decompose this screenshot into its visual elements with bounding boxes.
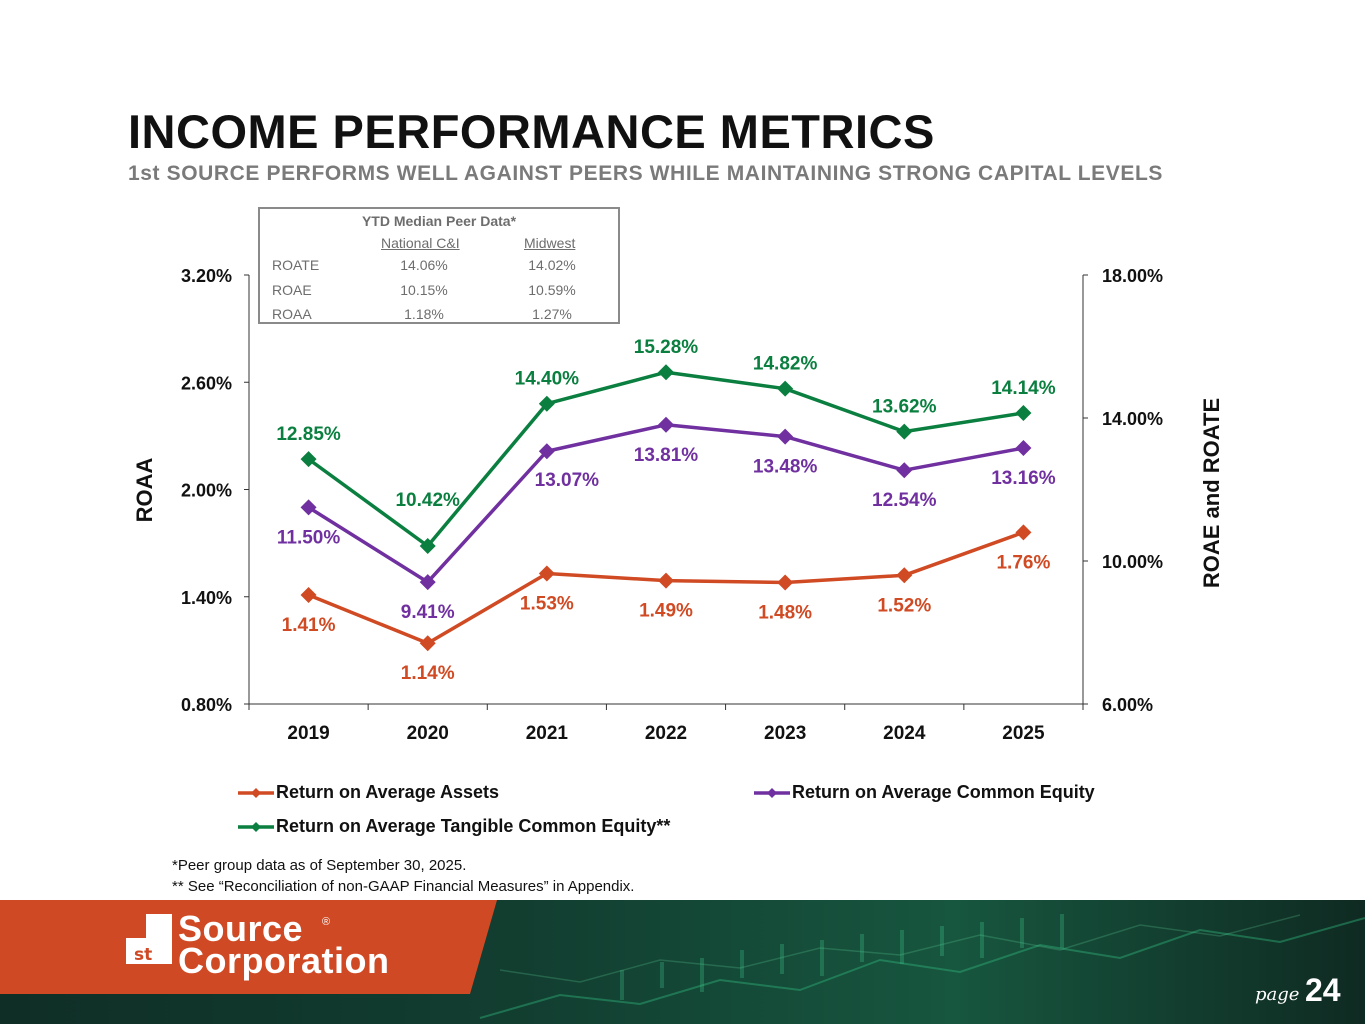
legend-label: Return on Average Tangible Common Equity… xyxy=(276,816,671,836)
peer-column-midwest: Midwest xyxy=(524,235,576,251)
data-point-marker xyxy=(1015,524,1032,541)
peer-row-label: ROATE xyxy=(272,257,320,273)
data-point-marker xyxy=(538,565,555,582)
peer-value: 1.27% xyxy=(532,306,572,322)
left-axis-tick-label: 0.80% xyxy=(181,695,232,715)
right-axis-tick-label: 6.00% xyxy=(1102,695,1153,715)
legend-item-roate: Return on Average Tangible Common Equity… xyxy=(238,816,670,837)
data-point-marker xyxy=(896,462,913,479)
peer-row-label: ROAE xyxy=(272,282,312,298)
data-label: 1.48% xyxy=(758,602,812,623)
left-axis-tick-label: 3.20% xyxy=(181,266,232,286)
data-label: 14.82% xyxy=(753,354,818,375)
right-axis-title: ROAE and ROATE xyxy=(1199,398,1224,588)
data-label: 1.52% xyxy=(877,595,931,616)
data-point-marker xyxy=(896,567,913,584)
legend-item-roaa: Return on Average Assets xyxy=(238,782,499,803)
data-label: 14.40% xyxy=(515,369,580,390)
left-axis-title: ROAA xyxy=(132,458,157,523)
legend-marker-icon xyxy=(754,787,790,798)
right-axis-tick-label: 14.00% xyxy=(1102,409,1163,429)
registered-mark-icon: ® xyxy=(322,916,331,928)
page-subtitle: 1st SOURCE PERFORMS WELL AGAINST PEERS W… xyxy=(128,162,1164,185)
left-axis-tick-label: 2.60% xyxy=(181,373,232,393)
data-point-marker xyxy=(300,451,317,468)
peer-data-table: YTD Median Peer Data* National C&I Midwe… xyxy=(258,207,620,324)
data-label: 13.16% xyxy=(991,468,1056,489)
data-point-marker xyxy=(419,635,436,652)
data-point-marker xyxy=(658,416,674,433)
data-point-marker xyxy=(300,499,317,516)
peer-value: 10.59% xyxy=(528,282,576,298)
logo-mark-icon: st xyxy=(126,914,172,965)
data-label: 1.49% xyxy=(639,601,693,622)
page-title: INCOME PERFORMANCE METRICS xyxy=(128,105,935,158)
data-point-marker xyxy=(1015,440,1032,457)
data-label: 13.81% xyxy=(634,445,699,466)
legend-item-roae: Return on Average Common Equity xyxy=(754,782,1095,803)
data-point-marker xyxy=(419,537,436,554)
data-label: 12.85% xyxy=(276,424,341,445)
data-point-marker xyxy=(777,574,794,591)
combo-line-chart: 3.20% 2.60% 2.00% 1.40% 0.80% 18.00% 14.00% 10.… xyxy=(132,266,1224,744)
footnote-peer: *Peer group data as of September 30, 202… xyxy=(172,857,467,874)
x-axis-tick-label: 2025 xyxy=(1002,723,1045,744)
svg-text:st: st xyxy=(134,945,152,965)
data-point-marker xyxy=(658,572,674,589)
legend-label: Return on Average Assets xyxy=(276,782,500,802)
peer-value: 1.18% xyxy=(404,306,444,322)
data-label: 13.07% xyxy=(535,470,600,491)
peer-value: 14.06% xyxy=(400,257,448,273)
legend-marker-icon xyxy=(238,787,274,798)
data-point-marker xyxy=(777,428,794,445)
logo-line1: Source xyxy=(178,908,304,949)
x-axis-tick-label: 2020 xyxy=(407,723,449,744)
footnote-nongaap: ** See “Reconciliation of non-GAAP Finan… xyxy=(172,878,635,895)
data-label: 14.14% xyxy=(991,378,1056,399)
data-point-marker xyxy=(896,423,913,440)
data-point-marker xyxy=(1015,404,1032,421)
data-label: 11.50% xyxy=(277,527,340,548)
x-axis-tick-label: 2022 xyxy=(645,723,687,744)
x-axis-tick-label: 2023 xyxy=(764,723,806,744)
data-point-marker xyxy=(538,443,555,460)
peer-value: 10.15% xyxy=(400,282,448,298)
peer-row-label: ROAA xyxy=(272,306,312,322)
data-label: 13.48% xyxy=(753,457,818,478)
page-label: page xyxy=(1255,984,1300,1005)
x-axis-tick-label: 2021 xyxy=(526,723,569,744)
data-label: 1.53% xyxy=(520,594,574,615)
x-axis-tick-label: 2024 xyxy=(883,723,926,744)
data-point-marker xyxy=(658,364,674,381)
company-logo: st Source ® Corporation xyxy=(124,908,454,987)
left-axis-tick-label: 2.00% xyxy=(181,481,232,501)
data-point-marker xyxy=(777,380,794,397)
peer-table-title: YTD Median Peer Data* xyxy=(361,213,517,229)
data-label: 1.41% xyxy=(282,615,336,636)
data-label: 1.76% xyxy=(996,552,1050,573)
data-point-marker xyxy=(419,574,436,591)
legend-marker-icon xyxy=(238,821,274,832)
data-label: 12.54% xyxy=(872,490,937,511)
data-label: 10.42% xyxy=(395,490,460,511)
right-axis-tick-label: 18.00% xyxy=(1102,266,1163,286)
page-number: 24 xyxy=(1305,972,1341,1008)
data-label: 15.28% xyxy=(634,337,699,358)
footer-orange-band xyxy=(0,900,497,994)
logo-line2: Corporation xyxy=(178,940,390,981)
left-axis-tick-label: 1.40% xyxy=(181,588,232,608)
right-axis-tick-label: 10.00% xyxy=(1102,552,1163,572)
data-label: 13.62% xyxy=(872,397,937,418)
legend-label: Return on Average Common Equity xyxy=(792,782,1095,802)
peer-column-national: National C&I xyxy=(381,235,460,251)
peer-value: 14.02% xyxy=(528,257,576,273)
footer-market-graphic xyxy=(479,914,1365,1019)
data-point-marker xyxy=(538,395,555,412)
x-axis-tick-label: 2019 xyxy=(287,723,329,744)
data-label: 1.14% xyxy=(401,663,455,684)
data-point-marker xyxy=(300,586,317,603)
data-label: 9.41% xyxy=(401,602,455,623)
